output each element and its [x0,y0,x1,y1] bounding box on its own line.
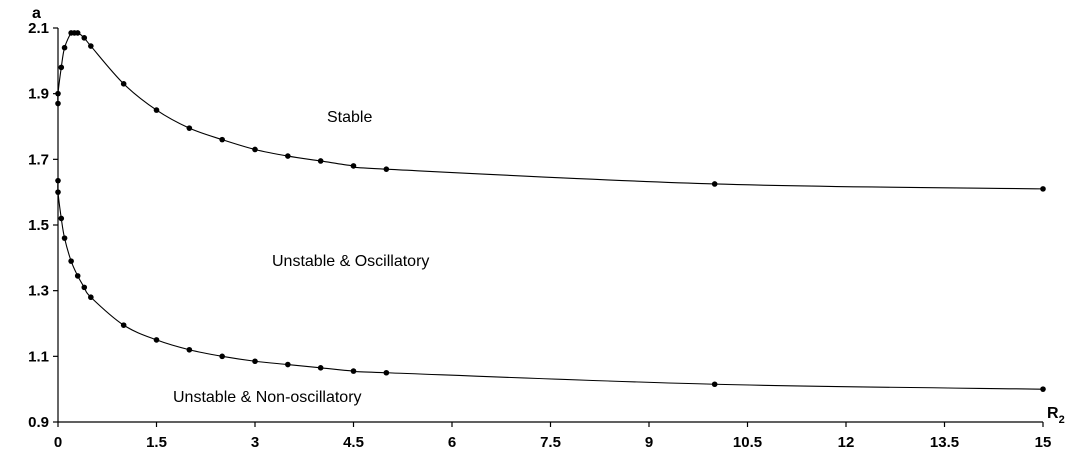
series-2-point [317,365,324,371]
x-tick-label: 3 [251,434,259,451]
series-2-point [186,346,193,353]
series-1-point [317,158,324,164]
series-1-point [285,153,291,159]
series-1-point [186,125,193,131]
x-axis-label-main: R [1047,405,1059,422]
series-2-point [81,284,88,291]
x-tick-label: 6 [448,434,456,451]
x-axis-label-subscript: 2 [1059,414,1065,426]
x-tick-label: 15 [1035,434,1052,451]
series-2-point [350,368,357,374]
series-1-point [55,100,61,107]
series-2-point [88,294,94,301]
series-1-point [219,136,225,143]
y-tick-label: 1.3 [28,283,49,300]
series-2-point [219,353,225,360]
y-tick-label: 1.5 [28,217,49,234]
series-2-point [61,235,68,241]
series-2-point [58,215,65,222]
series-1-point [711,181,718,187]
series-2-point [252,358,258,365]
series-1-point [58,64,65,71]
series-1-point [61,44,68,51]
x-tick-label: 10.5 [733,434,762,451]
series-1-point [1040,186,1046,192]
series-2-point [1040,386,1046,392]
series-2-point [285,361,291,368]
series-1-point [252,146,258,153]
x-tick-label: 12 [838,434,855,451]
x-tick-label: 7.5 [540,434,561,451]
series-2-point [711,381,718,388]
annotation-stable: Stable [327,109,372,126]
series-1-point [74,30,81,36]
series-2-point [68,258,74,264]
x-tick-label: 9 [645,434,653,451]
x-tick-label: 13.5 [930,434,959,451]
series-1-point [88,43,94,49]
y-tick-label: 1.7 [28,151,49,168]
x-tick-label: 0 [54,434,62,451]
axes [57,28,1043,423]
x-tick-label: 4.5 [343,434,364,451]
series-1-point [81,35,88,41]
series-1-point [350,163,357,169]
series-2-point [55,189,61,195]
series-1-point [120,81,127,87]
series-2-point [153,337,160,343]
y-tick-label: 2.1 [28,20,49,37]
x-ticks: 0 1.5 3 4.5 6 7.5 9 10.5 12 13.5 15 [54,422,1052,451]
x-tick-label: 1.5 [146,434,167,451]
series-2-line [57,180,1044,390]
y-ticks: 0.9 1.1 1.3 1.5 1.7 1.9 2.1 [28,20,58,431]
series-2-point [383,369,390,376]
points [55,30,1046,392]
y-tick-label: 1.1 [28,348,49,365]
series-2-point [74,273,81,279]
series-2-point [55,177,61,184]
series-1-point [383,166,390,172]
y-tick-label: 1.9 [28,86,49,103]
annotation-unstable-oscillatory: Unstable & Oscillatory [272,253,429,270]
series-1-line [57,31,1044,190]
y-axis-label: a [32,5,41,22]
curves [57,31,1044,390]
annotation-unstable-non-oscillatory: Unstable & Non-oscillatory [173,389,362,406]
series-1-point [153,107,160,113]
x-axis-label: R2 [1047,405,1065,426]
series-1-point [55,90,61,97]
series-2-point [120,322,127,328]
y-tick-label: 0.9 [28,414,49,431]
